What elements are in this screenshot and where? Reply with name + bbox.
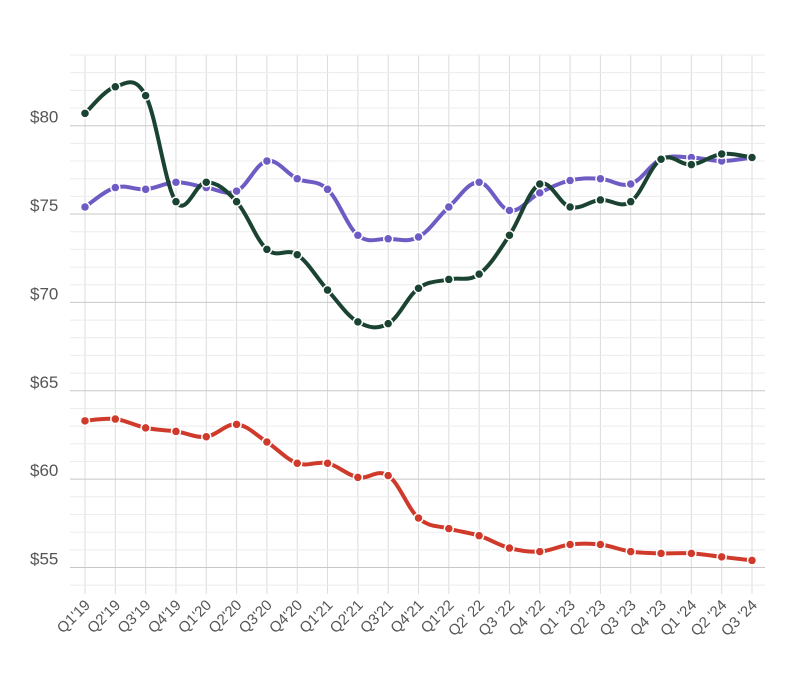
series-2 [79,80,758,330]
data-point [595,173,606,184]
series-3 [79,413,758,566]
data-point [595,194,606,206]
data-point [413,283,424,294]
data-point [261,155,273,167]
data-point [534,178,546,190]
chart-series [79,80,758,566]
y-tick-label: $75 [30,196,58,215]
data-point [231,419,242,430]
x-tick-label: Q4'20 [266,597,306,637]
data-point [443,523,455,534]
y-tick-label: $60 [30,461,58,480]
chart-grid [70,54,765,594]
x-axis-labels: Q1'19Q2'19Q3'19Q4'19Q1'20Q2'20Q3'20Q4'20… [54,597,761,640]
x-tick-label: Q1'21 [296,597,336,637]
data-point [564,539,576,550]
x-tick-label: Q3'19 [114,597,154,637]
y-tick-label: $55 [30,549,58,568]
data-point [655,548,667,559]
data-point [201,176,212,188]
series-line [83,80,754,330]
data-point [473,268,485,280]
x-tick-label: Q4'21 [387,597,427,637]
y-axis-labels: $55 $60 $65 $70 $75 $80 [30,108,58,569]
data-point [352,472,364,483]
data-point [231,196,242,207]
data-point [382,470,394,481]
data-point [625,178,636,190]
y-tick-label: $65 [30,373,58,392]
data-point [534,546,546,557]
data-point [231,185,242,197]
data-point [291,173,303,184]
y-tick-label: $80 [30,108,58,127]
data-point [655,154,667,165]
data-point [110,413,121,425]
data-point [322,284,333,296]
data-point [504,542,515,554]
x-tick-label: Q3'21 [357,597,397,637]
data-point [110,81,121,93]
y-tick-label: $70 [30,284,58,303]
data-point [382,233,394,245]
data-point [322,184,333,195]
data-point [261,436,273,448]
data-point [686,159,697,170]
data-point [140,184,151,195]
data-point [382,318,394,329]
data-point [746,555,758,566]
data-point [201,431,212,442]
x-tick-label: Q1'19 [54,597,94,637]
data-point [564,201,576,213]
data-point [261,244,273,255]
data-point [352,316,364,328]
data-point [291,457,303,469]
data-point [79,415,91,427]
data-point [504,205,515,216]
data-point [140,90,151,101]
series-1 [79,152,758,245]
data-point [746,152,758,163]
data-point [625,546,636,557]
data-point [564,175,576,186]
data-point [443,274,455,285]
data-point [716,148,727,160]
x-tick-label: Q2'20 [205,597,245,637]
x-tick-label: Q1'20 [175,597,215,637]
data-point [686,548,697,559]
data-point [291,249,303,260]
data-point [322,457,333,469]
data-point [443,201,455,213]
data-point [110,182,121,193]
x-tick-label: Q4'19 [145,597,185,637]
x-tick-label: Q3'20 [236,597,276,637]
data-point [413,231,424,243]
data-point [595,539,606,550]
data-point [170,176,182,188]
data-point [473,530,485,541]
data-point [473,176,485,188]
data-point [170,426,182,437]
data-point [716,551,727,563]
x-tick-label: Q2'19 [84,597,124,637]
data-point [352,230,364,241]
data-point [625,196,636,207]
data-point [79,108,91,119]
data-point [79,201,91,213]
x-tick-label: Q2'21 [327,597,367,637]
data-point [504,230,515,241]
data-point [534,187,546,199]
data-point [170,196,182,207]
data-point [413,512,424,524]
data-point [140,422,151,434]
